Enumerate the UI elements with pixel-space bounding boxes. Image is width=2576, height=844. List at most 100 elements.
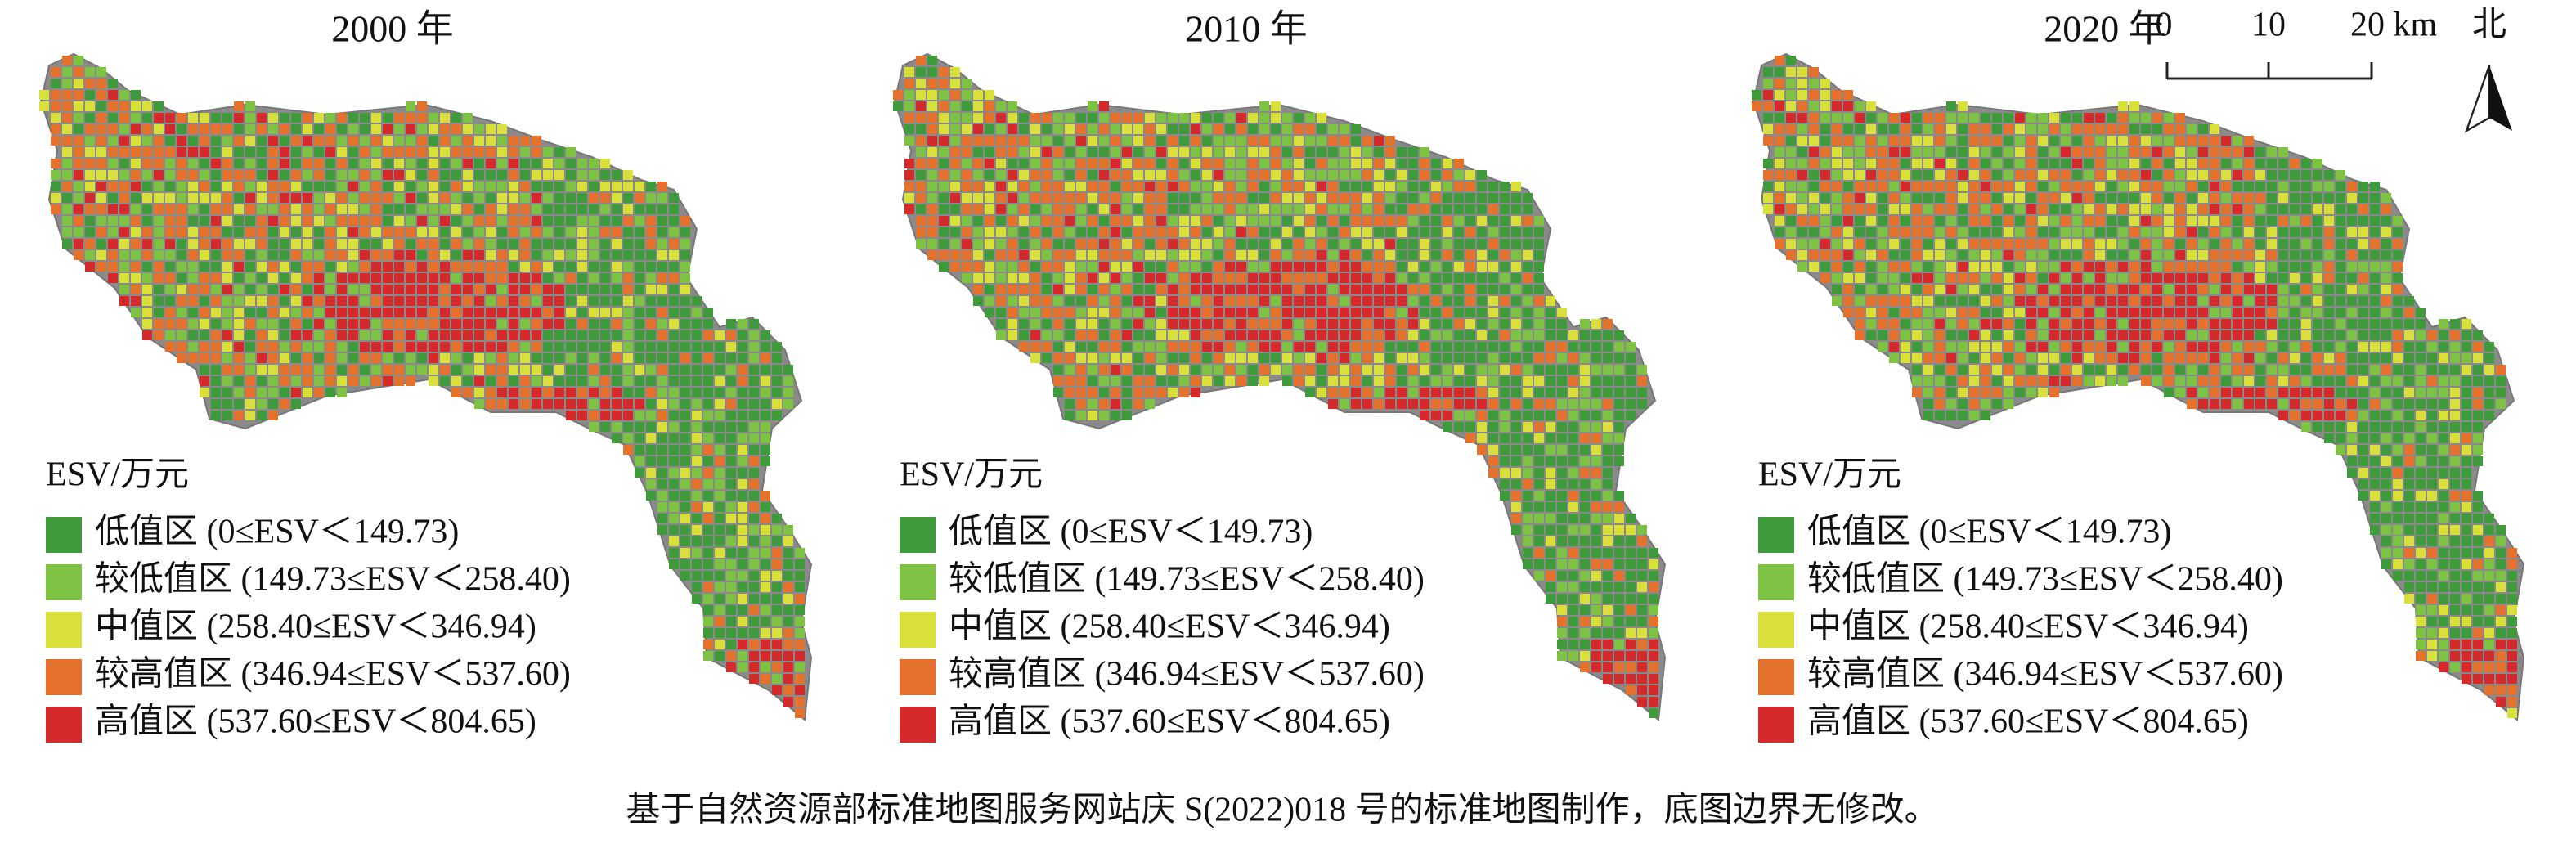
map-cell xyxy=(543,250,553,260)
map-cell xyxy=(1843,193,1853,203)
map-cell xyxy=(96,239,106,249)
map-cell xyxy=(2484,594,2494,604)
map-cell xyxy=(1294,204,1304,214)
map-cell xyxy=(451,262,461,272)
map-cell xyxy=(669,514,679,523)
map-cell xyxy=(371,365,381,375)
map-cell xyxy=(348,353,358,363)
map-cell xyxy=(692,491,702,501)
map-cell xyxy=(1362,342,1372,352)
map-cell xyxy=(772,594,782,604)
legend-swatch xyxy=(900,612,936,648)
map-cell xyxy=(532,193,541,203)
map-cell xyxy=(2107,273,2116,283)
map-cell xyxy=(2301,330,2311,340)
map-cell xyxy=(1385,399,1395,409)
map-cell xyxy=(532,159,541,168)
map-cell xyxy=(1878,262,1887,272)
map-cell xyxy=(2278,170,2288,180)
map-cell xyxy=(257,365,267,375)
map-cell xyxy=(474,308,484,317)
map-cell xyxy=(669,193,679,203)
map-cell xyxy=(1889,124,1899,134)
map-cell xyxy=(119,124,129,134)
map-cell xyxy=(154,273,164,283)
map-cell xyxy=(1248,319,1258,329)
map-cell xyxy=(2187,273,2197,283)
map-cell xyxy=(108,124,118,134)
map-cell xyxy=(577,342,587,352)
map-cell xyxy=(1454,273,1464,283)
map-cell xyxy=(1271,262,1281,272)
map-cell xyxy=(211,353,221,363)
map-cell xyxy=(303,285,312,294)
map-cell xyxy=(2301,353,2311,363)
map-cell xyxy=(2393,536,2403,546)
map-cell xyxy=(51,136,61,146)
map-cell xyxy=(1294,216,1304,226)
map-cell xyxy=(703,308,713,317)
map-cell xyxy=(1580,468,1590,478)
map-cell xyxy=(703,502,713,512)
map-cell xyxy=(2336,170,2345,180)
map-cell xyxy=(1351,319,1361,329)
map-cell xyxy=(1133,330,1143,340)
map-cell xyxy=(1328,170,1338,180)
map-cell xyxy=(1191,193,1200,203)
map-cell xyxy=(726,388,736,397)
map-cell xyxy=(1626,342,1636,352)
map-cell xyxy=(1179,159,1189,168)
map-cell xyxy=(600,365,610,375)
map-cell xyxy=(2427,456,2437,466)
map-cell xyxy=(783,582,793,592)
map-cell xyxy=(1820,170,1830,180)
map-cell xyxy=(2095,330,2105,340)
map-cell xyxy=(1637,674,1647,684)
map-cell xyxy=(1591,594,1601,604)
panel-title: 2020 年 xyxy=(2044,8,2166,50)
map-cell xyxy=(1958,262,1968,272)
map-cell xyxy=(85,90,95,100)
map-cell xyxy=(795,594,805,604)
map-cell xyxy=(1614,628,1624,638)
map-cell xyxy=(962,250,972,260)
map-cell xyxy=(1465,216,1475,226)
map-cell xyxy=(200,330,209,340)
map-cell xyxy=(314,227,324,237)
map-cell xyxy=(2439,456,2448,466)
map-cell xyxy=(1042,159,1052,168)
map-cell xyxy=(177,353,186,363)
map-cell xyxy=(600,308,610,317)
map-cell xyxy=(1236,124,1246,134)
map-cell xyxy=(2358,353,2368,363)
map-cell xyxy=(1855,296,1865,306)
map-cell xyxy=(635,285,644,294)
map-cell xyxy=(2255,147,2265,157)
map-cell xyxy=(772,399,782,409)
map-cell xyxy=(2004,204,2013,214)
map-cell xyxy=(1786,67,1796,77)
map-cell xyxy=(2427,502,2437,512)
map-cell xyxy=(1603,342,1613,352)
map-cell xyxy=(2336,193,2345,203)
map-cell xyxy=(1580,640,1590,649)
map-cell xyxy=(2450,559,2460,569)
map-cell xyxy=(463,308,473,317)
map-cell xyxy=(1901,342,1910,352)
map-cell xyxy=(738,456,747,466)
map-cell xyxy=(1111,124,1120,134)
map-cell xyxy=(62,67,72,77)
map-cell xyxy=(1981,262,1990,272)
map-cell xyxy=(394,262,404,272)
map-cell xyxy=(348,147,358,157)
map-cell xyxy=(761,640,770,649)
map-cell xyxy=(2427,365,2437,375)
map-cell xyxy=(726,536,736,546)
map-cell xyxy=(1557,594,1567,604)
map-cell xyxy=(1340,296,1349,306)
map-cell xyxy=(200,216,209,226)
map-cell xyxy=(417,330,427,340)
map-cell xyxy=(1809,79,1819,88)
map-cell xyxy=(188,319,198,329)
map-cell xyxy=(2370,422,2380,432)
